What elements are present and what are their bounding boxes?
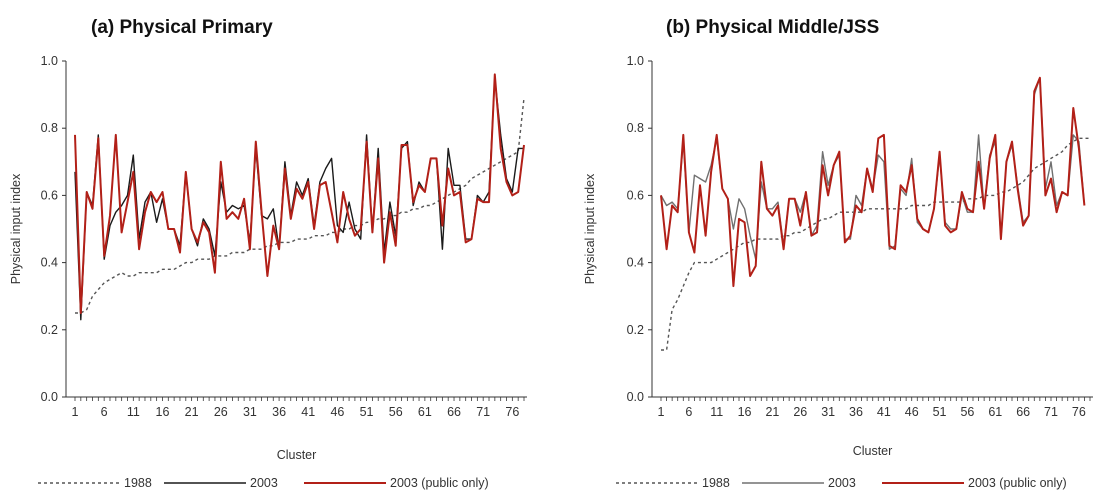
x-tick-label: 21: [765, 405, 779, 419]
x-tick-label: 16: [156, 405, 170, 419]
x-tick-label: 61: [988, 405, 1002, 419]
series-line-2003: [660, 77, 1086, 260]
x-tick-label: 61: [418, 405, 432, 419]
x-tick-label: 51: [360, 405, 374, 419]
chart-title: (b) Physical Middle/JSS: [666, 17, 879, 38]
y-tick-label: 0.0: [627, 390, 644, 404]
legend-label: 2003: [250, 476, 278, 490]
x-tick-label: 66: [447, 405, 461, 419]
y-tick-label: 0.6: [41, 188, 58, 202]
x-tick-label: 71: [1044, 405, 1058, 419]
y-tick-label: 0.2: [41, 323, 58, 337]
x-tick-label: 36: [849, 405, 863, 419]
x-tick-label: 76: [1072, 405, 1086, 419]
legend-label: 2003 (public only): [968, 476, 1067, 490]
legend-label: 2003 (public only): [390, 476, 489, 490]
x-tick-label: 21: [185, 405, 199, 419]
x-tick-label: 56: [389, 405, 403, 419]
y-axis-title: Physical input index: [583, 173, 597, 284]
x-tick-label: 31: [243, 405, 257, 419]
x-tick-label: 41: [877, 405, 891, 419]
y-tick-label: 1.0: [41, 54, 58, 68]
x-tick-label: 46: [905, 405, 919, 419]
x-tick-label: 66: [1016, 405, 1030, 419]
x-tick-label: 71: [476, 405, 490, 419]
y-axis-title: Physical input index: [9, 173, 23, 284]
x-tick-label: 46: [330, 405, 344, 419]
series-line-1988: [75, 97, 525, 314]
legend-label: 1988: [702, 476, 730, 490]
y-tick-label: 0.4: [627, 256, 644, 270]
x-axis-title: Cluster: [277, 448, 317, 462]
chart-panel-1: (b) Physical Middle/JSS 0.0 0.2 0.4 0.6 0.8 1.…: [583, 17, 1093, 490]
x-tick-label: 26: [214, 405, 228, 419]
x-tick-label: 51: [933, 405, 947, 419]
legend-label: 2003: [828, 476, 856, 490]
x-tick-label: 6: [101, 405, 108, 419]
x-tick-label: 56: [960, 405, 974, 419]
x-tick-label: 16: [738, 405, 752, 419]
y-tick-label: 0.4: [41, 256, 58, 270]
legend-label: 1988: [124, 476, 152, 490]
x-axis-title: Cluster: [853, 444, 893, 458]
x-tick-label: 1: [72, 405, 79, 419]
y-tick-label: 1.0: [627, 54, 644, 68]
x-tick-label: 11: [710, 405, 723, 419]
chart-title: (a) Physical Primary: [91, 17, 273, 38]
x-tick-label: 36: [272, 405, 286, 419]
series-line-1988: [661, 137, 1090, 351]
x-tick-label: 6: [685, 405, 692, 419]
x-tick-label: 26: [793, 405, 807, 419]
y-tick-label: 0.2: [627, 323, 644, 337]
x-tick-label: 1: [658, 405, 665, 419]
series-line-2003: [74, 77, 524, 321]
y-tick-label: 0.8: [41, 121, 58, 135]
y-tick-label: 0.0: [41, 390, 58, 404]
x-tick-label: 31: [821, 405, 835, 419]
x-tick-label: 76: [505, 405, 519, 419]
x-tick-label: 11: [127, 405, 140, 419]
series-line-2003-public-only-: [660, 76, 1086, 288]
y-tick-label: 0.6: [627, 188, 644, 202]
x-tick-label: 41: [301, 405, 315, 419]
y-tick-label: 0.8: [627, 121, 644, 135]
series-line-2003-public-only-: [74, 73, 525, 314]
